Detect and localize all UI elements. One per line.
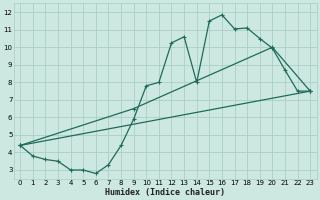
X-axis label: Humidex (Indice chaleur): Humidex (Indice chaleur)	[105, 188, 225, 197]
